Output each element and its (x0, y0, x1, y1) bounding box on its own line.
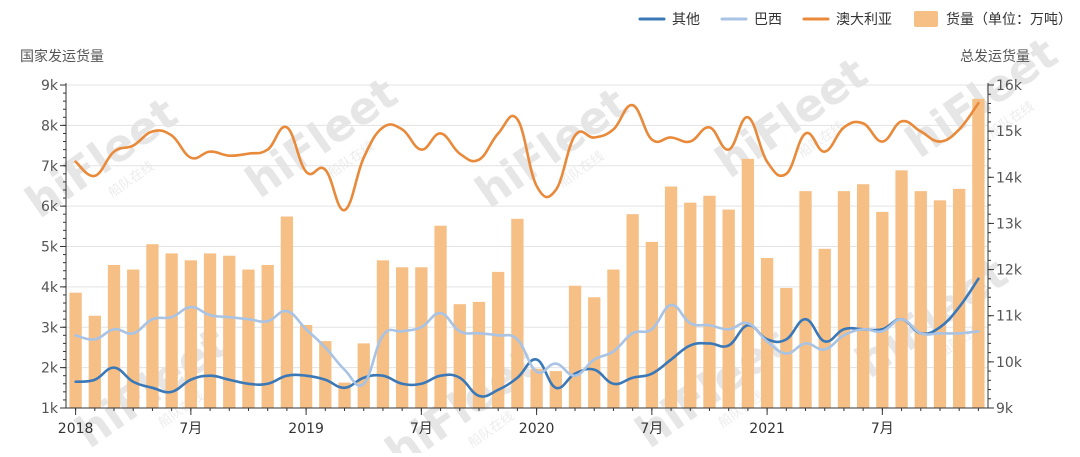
left-tick-label: 4k (41, 280, 59, 296)
x-tick-label: 7月 (410, 421, 433, 437)
bar (780, 288, 793, 408)
bar (972, 98, 985, 408)
x-tick-label: 2021 (749, 421, 785, 437)
bar (760, 258, 774, 408)
left-axis-title: 国家发运货量 (20, 48, 104, 65)
legend-item-label: 澳大利亚 (836, 12, 892, 28)
bar-layer (69, 98, 985, 408)
line-layer (74, 101, 980, 398)
x-tick-label: 7月 (640, 421, 663, 437)
left-tick-label: 7k (41, 159, 59, 175)
right-tick-label: 11k (996, 309, 1023, 325)
bar (933, 200, 947, 408)
left-tick-label: 2k (41, 361, 59, 377)
bar (88, 315, 101, 408)
bar (703, 195, 716, 408)
bar (319, 341, 332, 408)
left-tick-label: 8k (41, 118, 59, 134)
left-tick-label: 5k (41, 240, 59, 256)
bar (395, 267, 409, 408)
bar (203, 253, 217, 408)
bar (415, 267, 428, 408)
right-tick-label: 10k (996, 355, 1023, 371)
bar (684, 202, 697, 408)
bar (626, 214, 639, 408)
left-tick-label: 3k (41, 320, 59, 336)
line-series (74, 277, 980, 398)
line-series (74, 101, 980, 212)
bar (799, 191, 812, 408)
watermark-text: hiFleet (237, 68, 407, 209)
x-tick-label: 7月 (179, 421, 202, 437)
bar (299, 324, 313, 408)
bar (876, 211, 889, 408)
bar (357, 343, 370, 408)
bar (127, 269, 140, 408)
left-tick-label: 6k (41, 199, 59, 215)
right-tick-label: 9k (996, 401, 1014, 417)
bar (107, 264, 121, 408)
bar (530, 368, 543, 408)
bar (664, 186, 678, 408)
bar (338, 382, 351, 408)
legend-bar-key (914, 11, 938, 27)
bar (511, 218, 524, 408)
right-tick-label: 16k (996, 78, 1023, 94)
legend-item-label: 货量（单位：万吨） (946, 11, 1072, 28)
bar (895, 170, 908, 408)
bar (165, 253, 178, 408)
x-tick-label: 7月 (871, 421, 894, 437)
x-tick-label: 2019 (288, 421, 324, 437)
axis-layer: 1k 2k 3k 4k 5k 6k 7k 8k 9k 9k 10k 11k 12k 13k 14k 15k 16… (41, 78, 1023, 437)
bar (184, 260, 198, 408)
bar (837, 191, 851, 408)
bar (953, 188, 966, 408)
bar (492, 271, 505, 408)
bar (818, 248, 831, 408)
legend: 其他 巴西 澳大利亚 货量（单位：万吨） (638, 11, 1072, 28)
legend-item-label: 其他 (672, 12, 700, 28)
legend-item-label: 巴西 (754, 12, 782, 28)
x-tick-label: 2020 (519, 421, 555, 437)
right-axis-title: 总发运货量 (960, 48, 1030, 65)
left-tick-label: 1k (41, 401, 59, 417)
bar (741, 158, 755, 408)
x-tick-label: 2018 (58, 421, 94, 437)
bar (588, 297, 601, 408)
watermark-text: hiFleet (467, 78, 637, 219)
right-tick-label: 14k (996, 170, 1023, 186)
bar (856, 184, 870, 408)
bar (722, 209, 735, 408)
bar (453, 304, 466, 408)
bar (242, 269, 255, 408)
right-tick-label: 13k (996, 216, 1023, 232)
bar (568, 285, 582, 408)
bar (146, 244, 159, 408)
bar (261, 264, 274, 408)
bar (223, 255, 236, 408)
bar (472, 301, 486, 408)
line-series (74, 303, 980, 387)
right-tick-label: 15k (996, 124, 1023, 140)
bar (645, 241, 659, 408)
bar (914, 191, 927, 408)
bar (549, 371, 562, 408)
bar (69, 292, 82, 408)
bar (434, 225, 447, 408)
right-tick-label: 12k (996, 263, 1023, 279)
bar (607, 269, 620, 408)
left-tick-label: 9k (41, 78, 59, 94)
